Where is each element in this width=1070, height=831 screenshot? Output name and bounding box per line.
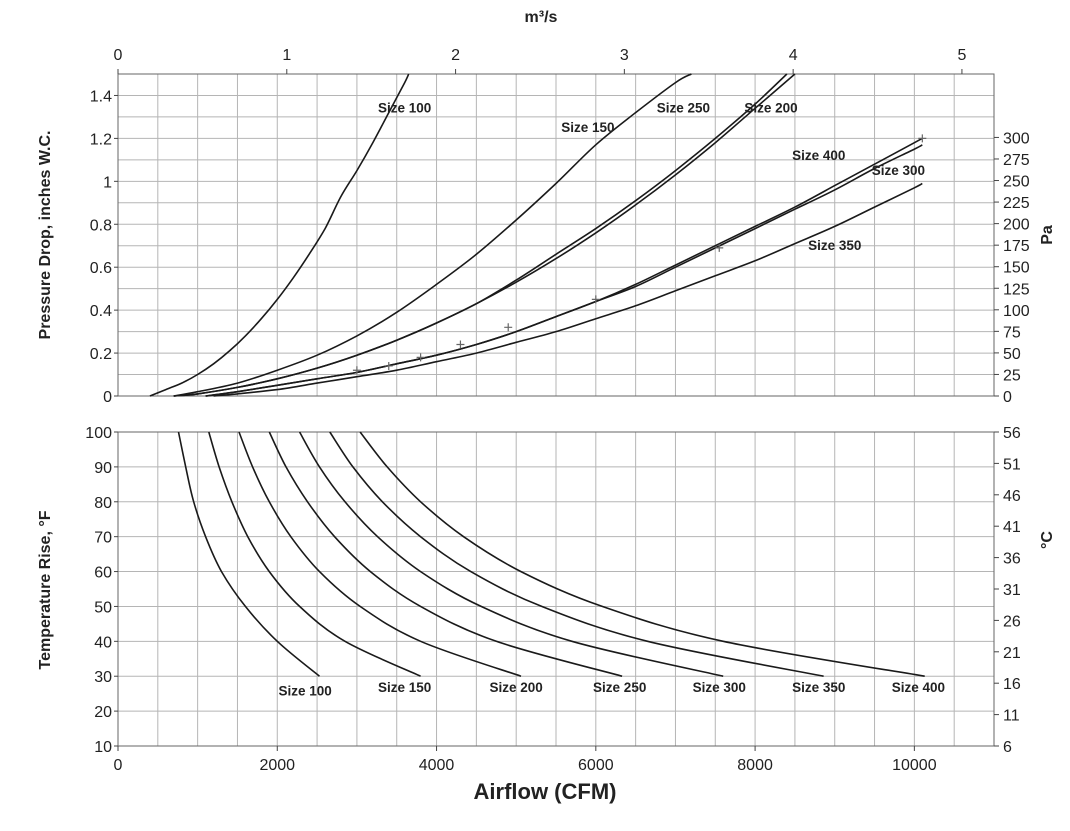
curve-label-size-350: Size 350 [792, 680, 845, 695]
x2-tick-label: 3 [620, 47, 629, 64]
y2-tick-label: 11 [1003, 708, 1020, 725]
y-tick-label: 70 [94, 530, 112, 547]
curve-size-100 [149, 73, 410, 397]
data-marker [384, 361, 393, 370]
x2-tick-label: 4 [789, 47, 798, 64]
curve-label-size-100: Size 100 [378, 101, 431, 116]
y2-tick-label: 41 [1003, 519, 1021, 536]
curve-size-350 [329, 431, 824, 677]
curve-label-size-200: Size 200 [490, 680, 543, 695]
curve-size-150 [208, 431, 421, 677]
y2-tick-label: 275 [1003, 152, 1030, 169]
y2-tick-label: 300 [1003, 130, 1030, 147]
curve-size-350 [213, 182, 923, 397]
curve-size-100 [177, 431, 321, 677]
y-tick-label: 40 [94, 634, 112, 651]
curve-label-size-100: Size 100 [278, 683, 331, 698]
y2-tick-label: 46 [1003, 488, 1021, 505]
x2-tick-label: 2 [451, 47, 460, 64]
x2-tick-label: 1 [282, 47, 291, 64]
y2-tick-label: 50 [1003, 346, 1021, 363]
y2-tick-label: 21 [1003, 645, 1021, 662]
data-marker [715, 243, 724, 252]
x2-tick-label: 0 [114, 47, 123, 64]
curve-size-400 [359, 431, 925, 677]
y-tick-label: 100 [85, 425, 112, 442]
curve-label-size-350: Size 350 [808, 238, 861, 253]
y2-tick-label: 31 [1003, 582, 1021, 599]
y-tick-label: 0.2 [90, 346, 112, 363]
y2-tick-label: 0 [1003, 389, 1012, 406]
curve-label-size-400: Size 400 [792, 148, 845, 163]
y2-tick-label: 75 [1003, 324, 1021, 341]
y-tick-label: 50 [94, 599, 112, 616]
y2-tick-label: 125 [1003, 281, 1030, 298]
curve-size-250 [173, 73, 788, 397]
y2-tick-label: 100 [1003, 303, 1030, 320]
y-tick-label: 0 [103, 389, 112, 406]
x2-tick-label: 5 [957, 47, 966, 64]
y-tick-label: 10 [94, 739, 112, 756]
y-tick-label: 1 [103, 174, 112, 191]
y-tick-label: 90 [94, 460, 112, 477]
curve-size-300 [205, 144, 923, 397]
y2-tick-label: 6 [1003, 739, 1012, 756]
curve-size-300 [298, 431, 724, 677]
y-tick-label: 30 [94, 669, 112, 686]
y-tick-label: 80 [94, 495, 112, 512]
y2-axis-title-pa: Pa [1039, 225, 1056, 245]
plot-frame [117, 73, 995, 397]
data-marker [352, 366, 361, 375]
curve-label-size-200: Size 200 [744, 101, 797, 116]
temperature-rise-panel: 10 20 30 40 50 60 70 80 90 100 6 11 16 21 26 31 36 41 46 51… [85, 425, 1021, 774]
y2-tick-label: 150 [1003, 260, 1030, 277]
y2-tick-label: 225 [1003, 195, 1030, 212]
y-tick-label: 20 [94, 704, 112, 721]
y-tick-label: 1.4 [90, 88, 112, 105]
curve-label-size-250: Size 250 [593, 680, 646, 695]
x-axis-title: Airflow (CFM) [474, 779, 617, 804]
y2-tick-label: 25 [1003, 367, 1021, 384]
curve-size-200 [173, 73, 796, 397]
curve-label-size-150: Size 150 [378, 680, 431, 695]
curve-label-size-150: Size 150 [561, 120, 614, 135]
y-tick-label: 0.6 [90, 260, 112, 277]
y-axis-title-temperature: Temperature Rise, °F [37, 510, 54, 669]
x-tick-label: 6000 [578, 757, 614, 774]
data-marker [504, 323, 513, 332]
y2-tick-label: 250 [1003, 174, 1030, 191]
y2-tick-label: 16 [1003, 676, 1021, 693]
curve-label-size-300: Size 300 [693, 680, 746, 695]
y2-tick-label: 200 [1003, 217, 1030, 234]
x-tick-label: 4000 [419, 757, 455, 774]
x2-axis-title: m³/s [525, 9, 558, 26]
x-tick-label: 0 [114, 757, 123, 774]
x-tick-label: 10000 [892, 757, 937, 774]
y2-tick-label: 56 [1003, 425, 1021, 442]
y2-tick-label: 36 [1003, 551, 1021, 568]
data-marker [416, 353, 425, 362]
y-tick-label: 60 [94, 565, 112, 582]
y2-tick-label: 51 [1003, 456, 1021, 473]
x-tick-label: 2000 [259, 757, 295, 774]
pressure-drop-panel: 00.20.40.60.811.21.402550751001251501752… [90, 47, 1030, 406]
y2-tick-label: 175 [1003, 238, 1030, 255]
x-tick-label: 8000 [737, 757, 773, 774]
y-tick-label: 1.2 [90, 131, 112, 148]
curve-size-250 [268, 431, 623, 677]
y2-axis-title-celsius: °C [1039, 531, 1056, 549]
curve-label-size-250: Size 250 [657, 101, 710, 116]
data-marker [918, 134, 927, 143]
curve-size-150 [173, 73, 692, 397]
y-axis-title-pressure: Pressure Drop, inches W.C. [37, 131, 54, 340]
y-tick-label: 0.4 [90, 303, 112, 320]
data-marker [591, 295, 600, 304]
curve-size-200 [238, 431, 522, 677]
y2-tick-label: 26 [1003, 613, 1021, 630]
y-tick-label: 0.8 [90, 217, 112, 234]
curve-label-size-300: Size 300 [872, 163, 925, 178]
curve-label-size-400: Size 400 [892, 680, 945, 695]
data-marker [456, 340, 465, 349]
